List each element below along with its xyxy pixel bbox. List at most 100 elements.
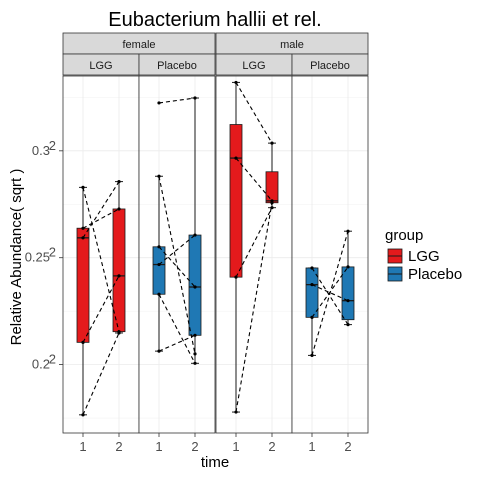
data-point bbox=[310, 353, 314, 358]
data-point bbox=[81, 340, 85, 344]
data-point bbox=[81, 236, 85, 240]
box-iqr bbox=[265, 171, 279, 204]
data-point bbox=[193, 333, 197, 337]
pair-line bbox=[158, 234, 196, 265]
panel-border bbox=[291, 75, 369, 434]
legend-item-Placebo: Placebo bbox=[387, 266, 462, 283]
data-point bbox=[234, 80, 238, 85]
data-point bbox=[157, 262, 161, 267]
panel-border bbox=[138, 75, 216, 434]
pair-line bbox=[235, 82, 273, 144]
pair-line bbox=[82, 332, 120, 416]
y-tick-label: 0.2 bbox=[32, 357, 50, 372]
pair-line bbox=[235, 207, 273, 278]
legend-item-LGG: LGG bbox=[387, 248, 440, 265]
data-point bbox=[193, 285, 197, 289]
data-point bbox=[346, 265, 350, 269]
x-tick-label: 1 bbox=[155, 439, 162, 454]
panel-male-LGG bbox=[215, 75, 293, 434]
pair-line bbox=[311, 231, 349, 356]
data-point bbox=[193, 96, 197, 100]
data-point bbox=[234, 410, 238, 414]
data-point bbox=[310, 283, 314, 287]
data-point bbox=[157, 174, 161, 178]
data-point bbox=[310, 315, 314, 319]
y-tick-label: 0.3 bbox=[32, 143, 50, 158]
strip-label-Placebo: Placebo bbox=[157, 60, 197, 72]
pair-line bbox=[158, 294, 196, 364]
panel-male-Placebo bbox=[291, 75, 369, 434]
y-tick-label: 0.25 bbox=[25, 250, 50, 265]
panel-background bbox=[216, 76, 292, 433]
x-tick-label: 2 bbox=[268, 439, 275, 454]
panel-background bbox=[63, 76, 139, 433]
pair-line bbox=[235, 157, 273, 202]
x-axis-title: time bbox=[201, 454, 229, 471]
data-point bbox=[117, 274, 121, 278]
panel-background bbox=[292, 76, 368, 433]
data-point bbox=[234, 275, 238, 279]
pair-line bbox=[158, 176, 196, 355]
legend-label: LGG bbox=[408, 248, 440, 265]
data-point bbox=[117, 180, 121, 184]
box-iqr bbox=[152, 246, 166, 295]
box-iqr bbox=[229, 124, 243, 278]
data-point bbox=[81, 413, 85, 417]
data-point bbox=[270, 201, 274, 205]
pair-line bbox=[82, 187, 120, 332]
data-point bbox=[270, 141, 274, 145]
data-point bbox=[117, 207, 121, 211]
legend-title: group bbox=[385, 227, 423, 244]
y-axis-title: Relative Abundance( sqrt ) bbox=[8, 169, 25, 346]
data-point bbox=[81, 185, 85, 189]
x-tick-label: 2 bbox=[115, 439, 122, 454]
x-tick-label: 2 bbox=[344, 439, 351, 454]
strip-label-LGG: LGG bbox=[89, 60, 112, 72]
box-female-Placebo-t2 bbox=[188, 97, 202, 364]
data-point bbox=[346, 299, 350, 303]
x-tick-label: 2 bbox=[191, 439, 198, 454]
chart-title: Eubacterium hallii et rel. bbox=[108, 9, 321, 31]
pair-line bbox=[158, 246, 196, 288]
pair-line bbox=[158, 97, 196, 104]
y-tick-exponent: 2 bbox=[49, 245, 56, 260]
data-point bbox=[157, 349, 161, 353]
box-iqr bbox=[76, 227, 90, 343]
data-point bbox=[310, 266, 314, 270]
data-point bbox=[346, 229, 350, 233]
pair-line bbox=[82, 275, 120, 343]
strip-male-Placebo bbox=[291, 53, 369, 76]
x-tick-label: 1 bbox=[232, 439, 239, 454]
data-point bbox=[193, 233, 197, 237]
data-point bbox=[346, 323, 350, 327]
x-tick-label: 1 bbox=[308, 439, 315, 454]
panel-female-LGG bbox=[62, 75, 140, 434]
y-tick-exponent: 2 bbox=[49, 352, 56, 367]
y-tick-exponent: 2 bbox=[49, 138, 56, 153]
panel-female-Placebo bbox=[138, 75, 216, 434]
data-point bbox=[81, 226, 85, 230]
data-point bbox=[157, 245, 161, 249]
box-iqr bbox=[341, 266, 355, 321]
box-male-Placebo-t1 bbox=[305, 267, 319, 356]
strip-female-Placebo bbox=[138, 53, 216, 76]
facet-panels: female male LGG Placebo LGG Placebo bbox=[62, 32, 369, 434]
data-point bbox=[270, 206, 274, 210]
data-point bbox=[157, 292, 161, 296]
pair-line bbox=[235, 202, 273, 413]
strip-label-Placebo: Placebo bbox=[310, 60, 350, 72]
panel-background bbox=[139, 76, 215, 433]
legend-label: Placebo bbox=[408, 266, 462, 283]
data-point bbox=[193, 352, 197, 356]
strip-label-LGG: LGG bbox=[242, 60, 265, 72]
strip-label-female: female bbox=[122, 39, 155, 51]
data-point bbox=[193, 361, 197, 365]
x-tick-label: 1 bbox=[79, 439, 86, 454]
strip-label-male: male bbox=[280, 39, 304, 51]
box-iqr bbox=[188, 234, 202, 336]
data-point bbox=[234, 156, 238, 160]
data-point bbox=[117, 330, 121, 334]
